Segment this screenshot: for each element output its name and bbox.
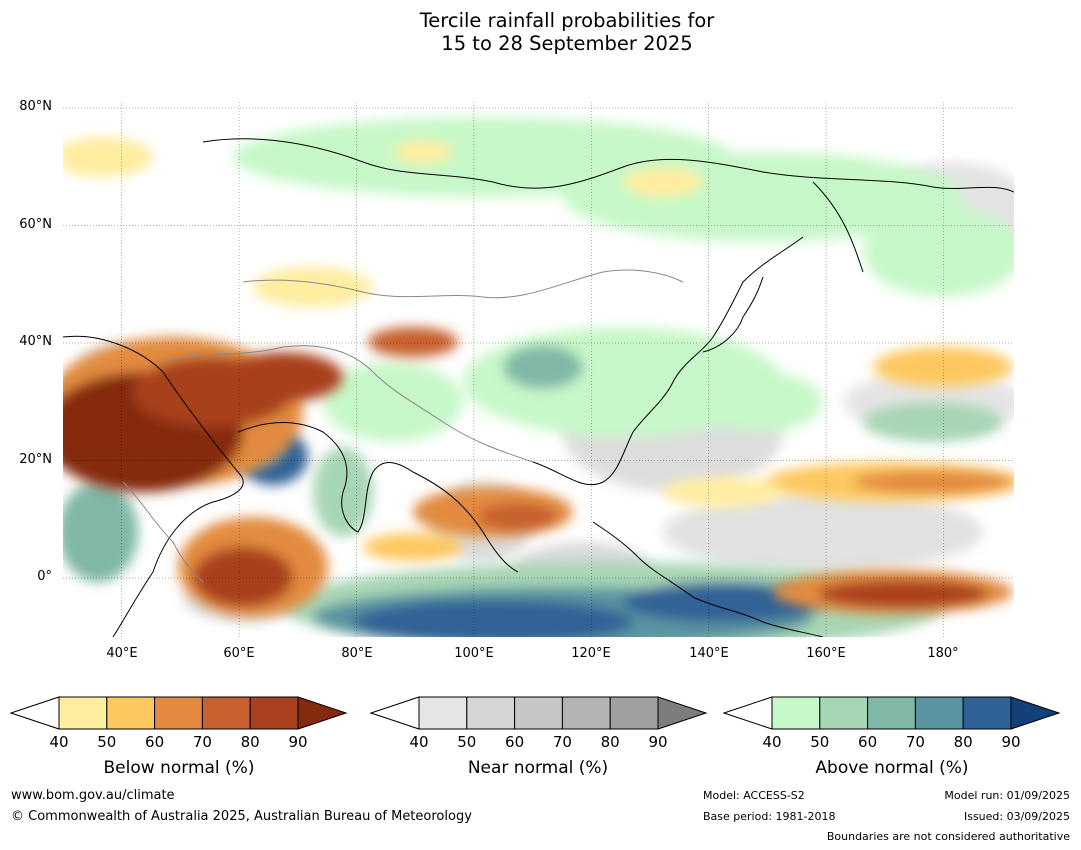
coastlines-outline (63, 138, 1014, 637)
colorbar-near-cell (466, 696, 516, 730)
colorbar-near-cell (418, 696, 468, 730)
footer-model: Model: ACCESS-S2 (703, 789, 805, 802)
colorbar-below-tick: 40 (49, 733, 69, 751)
lon-label-180: 180° (927, 646, 959, 661)
lat-label-20n: 20°N (19, 452, 52, 467)
colorbar-near-under-triangle (370, 696, 420, 730)
colorbar-below-over-triangle (297, 696, 348, 730)
colorbar-below-cell (58, 696, 108, 730)
colorbar-below-tick: 90 (288, 733, 308, 751)
colorbar-above-over-triangle (1010, 696, 1061, 730)
colorbar-near-cell (514, 696, 563, 730)
graticule (63, 102, 1014, 637)
colorbar-near-tick: 90 (648, 733, 668, 751)
footer-issued: Issued: 03/09/2025 (963, 810, 1070, 823)
map-title-line1: Tercile rainfall probabilities for (419, 9, 715, 32)
lat-label-0: 0° (37, 569, 52, 584)
colorbar-above-tick: 50 (810, 733, 830, 751)
colorbar-below-tick: 70 (192, 733, 212, 751)
lon-label-40e: 40°E (106, 646, 138, 661)
lon-label-60e: 60°E (223, 646, 255, 661)
lon-label-140e: 140°E (689, 646, 729, 661)
lon-label-160e: 160°E (806, 646, 846, 661)
colorbar-near-tick: 80 (600, 733, 620, 751)
map-title: Tercile rainfall probabilities for 15 to… (0, 9, 1081, 55)
colorbar-above-normal (723, 696, 1061, 730)
colorbar-above-cell (771, 696, 821, 730)
colorbar-near-cell (561, 696, 611, 730)
colorbar-below-tick: 60 (145, 733, 165, 751)
colorbar-above-tick: 60 (858, 733, 878, 751)
footer-base-period: Base period: 1981-2018 (703, 810, 836, 823)
colorbar-near-label: Near normal (%) (467, 758, 609, 778)
footer-website: www.bom.gov.au/climate (11, 788, 175, 803)
country-borders (122, 269, 684, 583)
lon-label-120e: 120°E (571, 646, 611, 661)
lat-label-60n: 60°N (19, 217, 52, 232)
colorbar-above-tick: 80 (953, 733, 973, 751)
colorbar-below-cell (154, 696, 203, 730)
rainfall-probability-map (63, 102, 1014, 637)
lon-label-80e: 80°E (341, 646, 373, 661)
colorbar-below-cell (106, 696, 156, 730)
colorbar-below-tick: 80 (240, 733, 260, 751)
colorbar-near-tick: 50 (457, 733, 477, 751)
lon-label-100e: 100°E (454, 646, 494, 661)
footer-model-run: Model run: 01/09/2025 (944, 789, 1070, 802)
colorbar-below-under-triangle (10, 696, 60, 730)
colorbar-below-tick: 50 (97, 733, 117, 751)
lat-label-40n: 40°N (19, 334, 52, 349)
map-title-line2: 15 to 28 September 2025 (441, 32, 693, 55)
lat-label-80n: 80°N (19, 99, 52, 114)
colorbar-below-cell (201, 696, 251, 730)
colorbar-above-under-triangle (723, 696, 773, 730)
colorbar-below-normal (10, 696, 348, 730)
colorbar-above-tick: 40 (762, 733, 782, 751)
footer-boundaries-note: Boundaries are not considered authoritat… (826, 830, 1070, 843)
colorbar-above-label: Above normal (%) (815, 758, 969, 778)
colorbar-near-tick: 40 (409, 733, 429, 751)
colorbar-above-cell (867, 696, 916, 730)
below-normal-region (63, 137, 1014, 617)
colorbar-above-cell (819, 696, 869, 730)
footer-copyright: © Commonwealth of Australia 2025, Austra… (11, 809, 472, 824)
colorbar-above-tick: 90 (1001, 733, 1021, 751)
colorbar-below-cell (249, 696, 299, 730)
colorbar-above-cell (914, 696, 964, 730)
colorbar-near-tick: 60 (505, 733, 525, 751)
colorbar-near-cell (609, 696, 659, 730)
colorbar-below-label: Below normal (%) (103, 758, 255, 778)
colorbar-near-normal (370, 696, 708, 730)
colorbar-near-over-triangle (657, 696, 708, 730)
map-canvas (63, 102, 1014, 637)
colorbar-above-cell (962, 696, 1012, 730)
colorbar-above-tick: 70 (905, 733, 925, 751)
colorbar-near-tick: 70 (552, 733, 572, 751)
